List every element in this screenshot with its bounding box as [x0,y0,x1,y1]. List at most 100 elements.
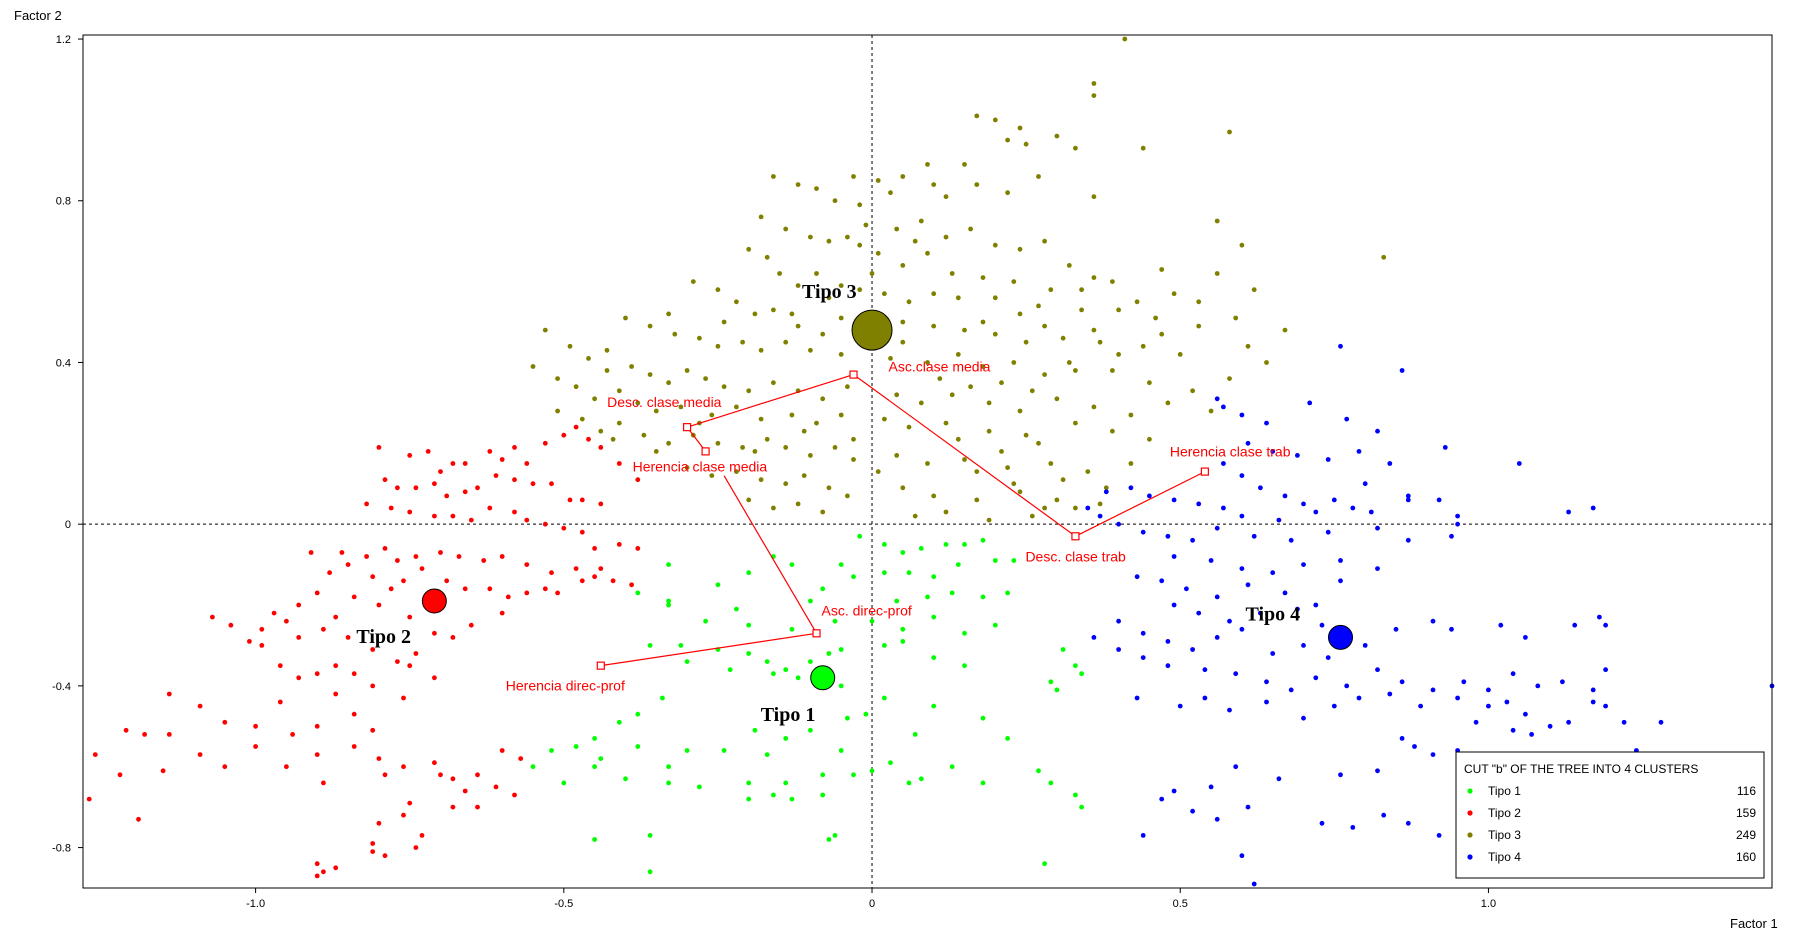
data-point-tipo-3 [1005,137,1010,143]
data-point-tipo-4 [1405,493,1411,499]
data-point-tipo-2 [468,517,474,523]
data-point-tipo-2 [505,594,511,600]
data-point-tipo-3 [814,186,819,192]
data-point-tipo-2 [499,457,505,462]
data-point-tipo-1 [808,727,813,733]
data-point-tipo-1 [783,780,789,786]
legend-marker [1467,788,1473,794]
data-point-tipo-1 [857,533,863,539]
data-point-tipo-4 [1590,687,1596,693]
data-point-tipo-4 [1498,622,1504,628]
data-point-tipo-2 [296,635,302,640]
data-point-tipo-3 [1066,360,1072,365]
y-tick-label: -0.4 [52,681,71,693]
data-point-tipo-3 [740,445,745,450]
data-point-tipo-4 [1436,497,1442,503]
legend-entry-count: 159 [1736,806,1756,820]
data-point-tipo-1 [900,626,906,632]
data-point-tipo-1 [561,780,567,786]
data-point-tipo-3 [1091,327,1097,333]
data-point-tipo-3 [709,412,715,418]
data-point-tipo-3 [814,271,819,276]
data-point-tipo-3 [771,505,776,511]
data-point-tipo-2 [462,489,468,495]
data-point-tipo-1 [1079,671,1084,677]
data-point-tipo-4 [1171,602,1177,608]
data-point-tipo-2 [425,449,431,454]
data-point-tipo-3 [1036,303,1041,309]
data-point-tipo-4 [1134,574,1140,580]
y-tick-label: 0.4 [56,357,71,369]
data-point-tipo-2 [296,602,302,608]
data-point-tipo-1 [882,570,887,576]
data-point-tipo-2 [432,760,437,766]
data-point-tipo-4 [1190,647,1195,652]
data-point-tipo-3 [1091,93,1097,98]
data-point-tipo-4 [1301,643,1306,648]
data-point-tipo-3 [1085,469,1091,474]
data-point-tipo-1 [863,711,869,717]
data-point-tipo-4 [1418,703,1423,709]
trajectory-segment [1075,471,1206,537]
legend-box [1455,751,1765,879]
data-point-tipo-4 [1159,578,1165,584]
data-point-tipo-3 [962,327,967,333]
data-point-tipo-1 [616,719,622,725]
data-point-tipo-3 [1140,343,1146,349]
data-point-tipo-2 [586,436,591,442]
data-point-tipo-4 [1331,497,1337,503]
data-point-tipo-3 [992,295,998,301]
data-point-tipo-2 [635,477,641,483]
data-point-tipo-4 [1239,513,1245,519]
data-point-tipo-1 [962,663,967,669]
data-point-tipo-3 [1005,190,1010,196]
trajectory-segment [723,475,818,634]
data-point-tipo-1 [647,833,653,838]
data-point-tipo-3 [721,384,727,390]
data-point-tipo-3 [1091,194,1097,200]
data-point-tipo-3 [647,323,653,329]
data-point-tipo-4 [1350,825,1356,830]
data-point-tipo-3 [980,319,986,325]
data-point-tipo-3 [764,436,770,442]
data-point-tipo-4 [1288,537,1294,543]
data-point-tipo-3 [1282,327,1288,333]
data-point-tipo-3 [1147,436,1152,442]
trajectory-label: Herencia direc-prof [506,678,625,694]
data-point-tipo-2 [259,643,265,648]
data-point-tipo-3 [579,416,585,422]
data-point-tipo-3 [734,299,739,305]
data-point-tipo-3 [604,347,610,353]
data-point-tipo-3 [771,174,776,179]
data-point-tipo-2 [166,732,172,737]
data-point-tipo-3 [943,234,949,240]
data-point-tipo-1 [703,618,708,624]
data-point-tipo-3 [530,364,536,369]
data-point-tipo-1 [795,675,801,681]
data-point-tipo-4 [1313,509,1319,515]
data-point-tipo-3 [931,493,937,499]
data-point-tipo-4 [1344,683,1350,689]
data-point-tipo-4 [1325,457,1331,462]
data-point-tipo-3 [1042,372,1047,377]
data-point-tipo-1 [918,776,924,782]
data-point-tipo-1 [808,598,813,604]
data-point-tipo-2 [407,509,413,515]
data-point-tipo-4 [1375,566,1380,571]
data-point-tipo-4 [1159,796,1165,802]
data-point-tipo-2 [629,582,634,588]
legend-entry-name: Tipo 3 [1488,828,1521,842]
data-point-tipo-3 [912,513,918,519]
data-point-tipo-4 [1523,635,1528,640]
data-point-tipo-3 [974,113,980,119]
data-point-tipo-2 [308,550,314,555]
data-point-tipo-3 [1091,275,1097,280]
data-point-tipo-4 [1251,881,1257,887]
data-point-tipo-1 [746,622,752,628]
data-point-tipo-2 [382,477,388,483]
data-point-tipo-4 [1566,509,1571,515]
data-point-tipo-1 [592,764,597,770]
axis-ticks: -1.0 -0.5 0 0.5 1.0 -0.8 -0.4 0 0.4 0.8 1.2 [52,34,1496,910]
data-point-tipo-1 [771,671,776,677]
